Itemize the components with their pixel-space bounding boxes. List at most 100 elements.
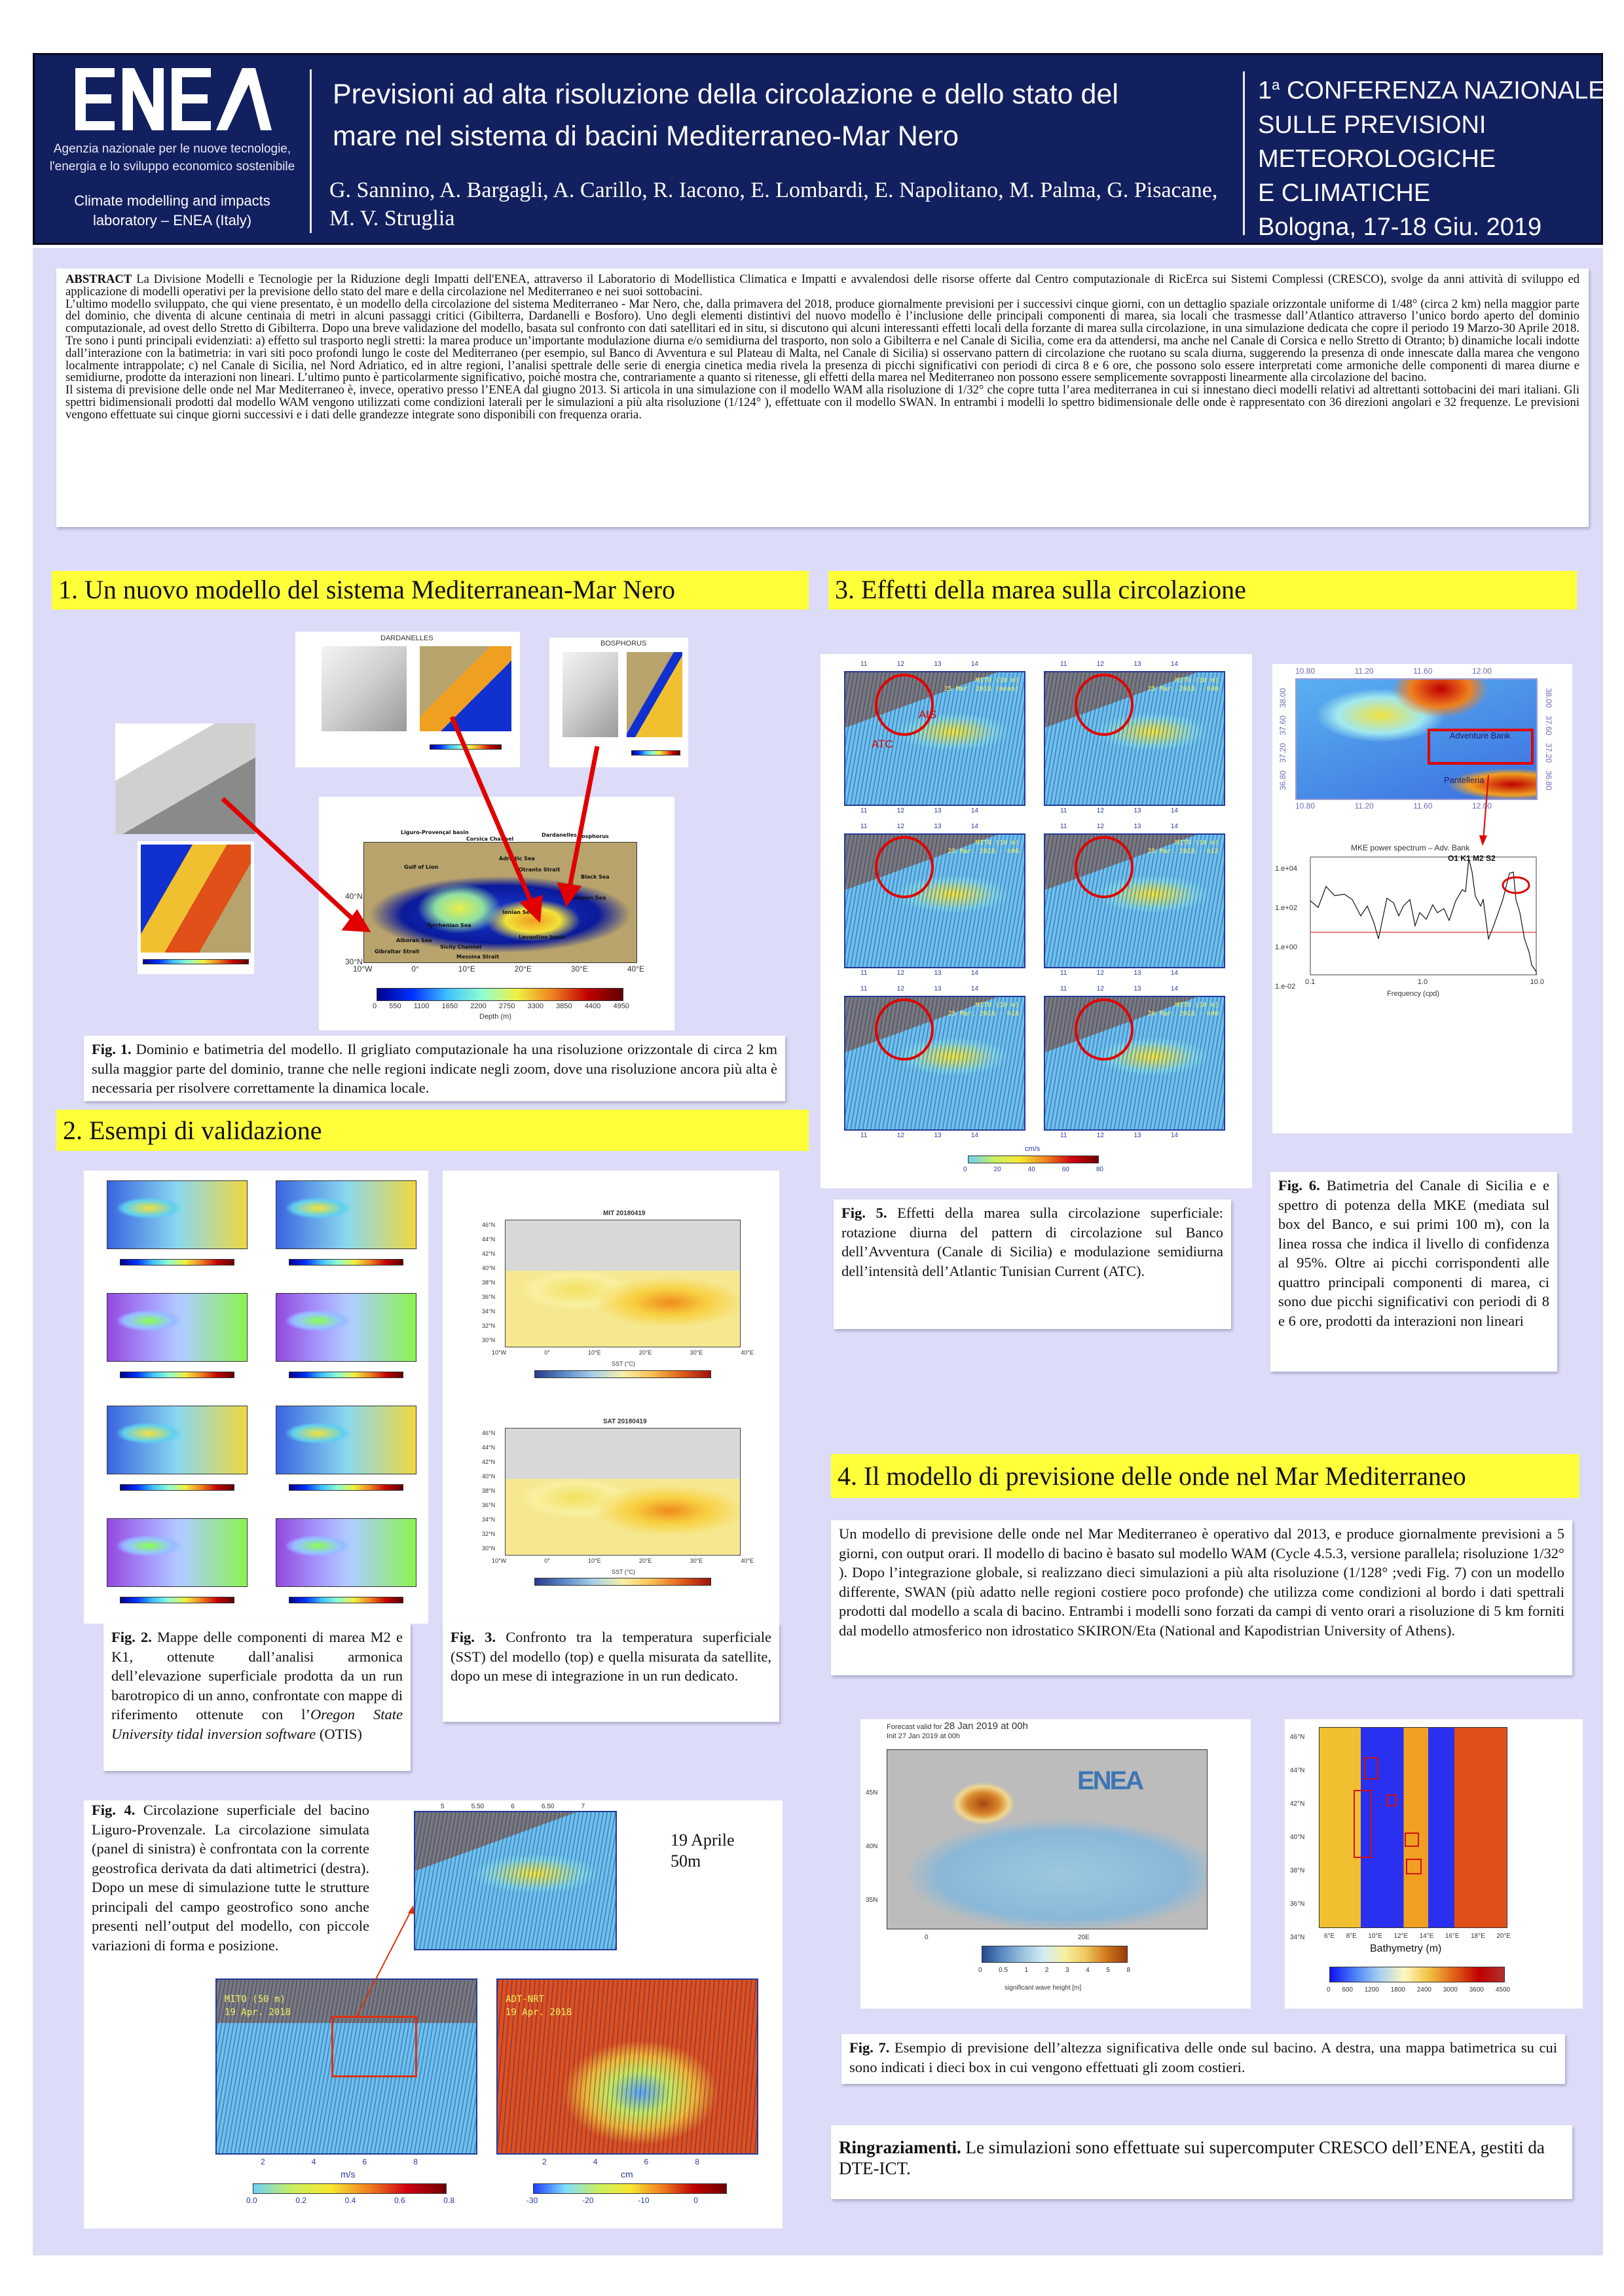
colorbar-tick: 4950 xyxy=(613,1002,629,1010)
lon-label: 11.60 xyxy=(1413,666,1433,676)
lon-label: 11 xyxy=(1060,1132,1067,1139)
colorbar-tick: 3000 xyxy=(1443,1986,1458,1994)
lon-label: 20°E xyxy=(1496,1933,1511,1940)
place-label: Gibraltar Strait xyxy=(375,949,420,955)
lat-label: 40°N xyxy=(345,892,363,901)
place-label: Messina Strait xyxy=(456,954,500,960)
lat-label: 42°N xyxy=(482,1459,496,1465)
fig6-caption: Fig. 6. Batimetria del Canale di Sicilia… xyxy=(1270,1172,1557,1372)
note-depth: 50m xyxy=(671,1851,701,1870)
colorbar-tick: 0.0 xyxy=(246,2196,257,2205)
colorbar-tick: 0.8 xyxy=(443,2196,454,2205)
place-label: Levantine basin xyxy=(519,934,566,940)
lon-label: 11 xyxy=(860,661,868,668)
forecast-label: Forecast valid for xyxy=(887,1723,942,1731)
lat-label: 36°N xyxy=(482,1502,496,1508)
panel-label-box: MITO (10 m) 25 Mar. 2018 - h00 xyxy=(1148,676,1219,693)
panel-label: 25 Mar. 2018 - h12 xyxy=(1147,848,1219,855)
lon-label: 11 xyxy=(860,807,868,814)
colorbar-tick: 40 xyxy=(1027,1166,1035,1173)
lon-label: 14 xyxy=(1170,1132,1178,1139)
lon-label: 2 xyxy=(261,2157,265,2166)
lon-label: 40°E xyxy=(741,1349,754,1356)
lon-label: 11 xyxy=(860,1132,868,1139)
panel-label: MITO (10 m) xyxy=(975,677,1019,684)
lon-label: 11.20 xyxy=(1354,801,1374,811)
lat-label: 36°N xyxy=(1290,1901,1305,1908)
lat-label: 34°N xyxy=(482,1308,496,1315)
fig2-caption: Fig. 2. Mappe delle componenti di marea … xyxy=(103,1624,411,1771)
conf-line: 1 xyxy=(1258,77,1272,105)
colorbar-tick: -30 xyxy=(526,2196,538,2205)
caption-label: Fig. 4. xyxy=(92,1802,136,1818)
colorbar-tick: 0 xyxy=(963,1166,967,1173)
lon-label: 0° xyxy=(544,1349,550,1356)
conference-info: 1a CONFERENZA NAZIONALE SULLE PREVISIONI… xyxy=(1258,68,1605,244)
panel-label-box: MITO (10 m) 25 Mar. 2018 - h12 xyxy=(1148,839,1219,856)
colorbar-tick: 80 xyxy=(1096,1166,1103,1173)
lon-label: 18°E xyxy=(1471,1933,1485,1940)
wave-forecast-figure: Forecast valid for 28 Jan 2019 at 00h In… xyxy=(860,1719,1251,2009)
y-tick: 1.e+04 xyxy=(1275,865,1297,873)
caption-label: Fig. 3. xyxy=(451,1629,496,1645)
panel-label-box: MITO (10 m) 25 Mar. 2018 - h06 xyxy=(948,839,1019,856)
gibraltar-bathy-figure xyxy=(138,841,254,974)
lon-labels: 11 12 13 14 xyxy=(1060,807,1178,814)
colorbar-tick: 1 xyxy=(1024,1967,1029,1974)
abstract-box: ABSTRACT La Divisione Modelli e Tecnolog… xyxy=(56,268,1589,527)
lon-label: 6 xyxy=(362,2157,367,2166)
divider xyxy=(310,69,312,233)
lon-labels: 11 12 13 14 xyxy=(1060,985,1178,993)
highlight-circle xyxy=(875,836,934,898)
gibraltar-bathy-map xyxy=(141,845,251,953)
highlight-circle xyxy=(875,998,934,1061)
abstract-paragraph: L’ultimo modello sviluppato, che qui vie… xyxy=(65,297,1579,385)
enea-logo xyxy=(75,68,272,130)
colorbar-tick: 3600 xyxy=(1469,1986,1484,1994)
lon-label: 14 xyxy=(970,1132,978,1139)
adventure-bank-figure: 10.80 11.20 11.60 12.00 Adventure Bank Pant… xyxy=(1272,664,1572,1133)
x-tick: 10.0 xyxy=(1530,978,1544,986)
fig5-caption: Fig. 5. Effetti della marea sulla circol… xyxy=(834,1199,1231,1329)
lon-label: 11.20 xyxy=(1354,666,1374,676)
lon-label: 20°E xyxy=(514,964,532,974)
harmonic-peaks-circle xyxy=(1502,876,1530,894)
conf-line: CONFERENZA NAZIONALE xyxy=(1280,77,1605,105)
lon-labels: 11 12 13 14 xyxy=(860,1132,978,1139)
place-label: Tyrrhenian Sea xyxy=(427,922,471,928)
coastal-box xyxy=(1406,1859,1422,1874)
dardanelles-grid-map xyxy=(322,646,407,731)
lon-label: 30°E xyxy=(690,1558,703,1564)
lon-label: 8°E xyxy=(1346,1933,1357,1940)
section-2-heading: 2. Esempi di validazione xyxy=(56,1110,809,1151)
lon-label: 10°W xyxy=(492,1558,507,1564)
colorbar-tick: 550 xyxy=(389,1002,401,1010)
ack-text: Le simulazioni sono effettuate sui super… xyxy=(839,2138,1545,2178)
poster-title: Previsioni ad alta risoluzione della cir… xyxy=(333,73,1249,157)
lon-label: 8 xyxy=(413,2157,418,2166)
lon-label: 12 xyxy=(1096,661,1104,668)
depth-colorbar xyxy=(377,988,623,1001)
lon-label: 6.50 xyxy=(541,1803,555,1810)
lon-label: 13 xyxy=(1134,823,1141,830)
lon-label: 11 xyxy=(1060,807,1067,814)
lon-label: 12°E xyxy=(1393,1933,1409,1940)
section-4-heading: 4. Il modello di previsione delle onde n… xyxy=(831,1454,1579,1498)
tidal-amplitude-map xyxy=(276,1518,416,1587)
x-axis-label: Frequency (cpd) xyxy=(1387,990,1440,998)
peak-label: S2 xyxy=(1486,854,1496,863)
lon-label: 14 xyxy=(970,807,978,814)
colorbar-tick: 8 xyxy=(1126,1967,1130,1974)
lat-label: 45N xyxy=(866,1789,878,1796)
conf-date: Bologna, 17-18 Giu. 2019 xyxy=(1258,213,1542,241)
conf-line: E CLIMATICHE xyxy=(1258,179,1431,207)
sst-colorbar xyxy=(534,1370,711,1378)
title-line: Previsioni ad alta risoluzione della cir… xyxy=(333,79,1118,110)
dardanelles-zoom-figure: DARDANELLES xyxy=(295,632,520,767)
model-current-map: MITO (50 m) 19 Apr. 2018 xyxy=(215,1978,477,2155)
lon-labels: 10°W 0° 10°E 20°E 30°E 40°E xyxy=(492,1558,754,1564)
colorbar-tick: 4 xyxy=(1086,1967,1090,1974)
lat-label: 34°N xyxy=(482,1516,496,1523)
caption-italic: Oregon State University tidal inversion … xyxy=(111,1706,403,1742)
lon-label: 13 xyxy=(1134,985,1141,993)
